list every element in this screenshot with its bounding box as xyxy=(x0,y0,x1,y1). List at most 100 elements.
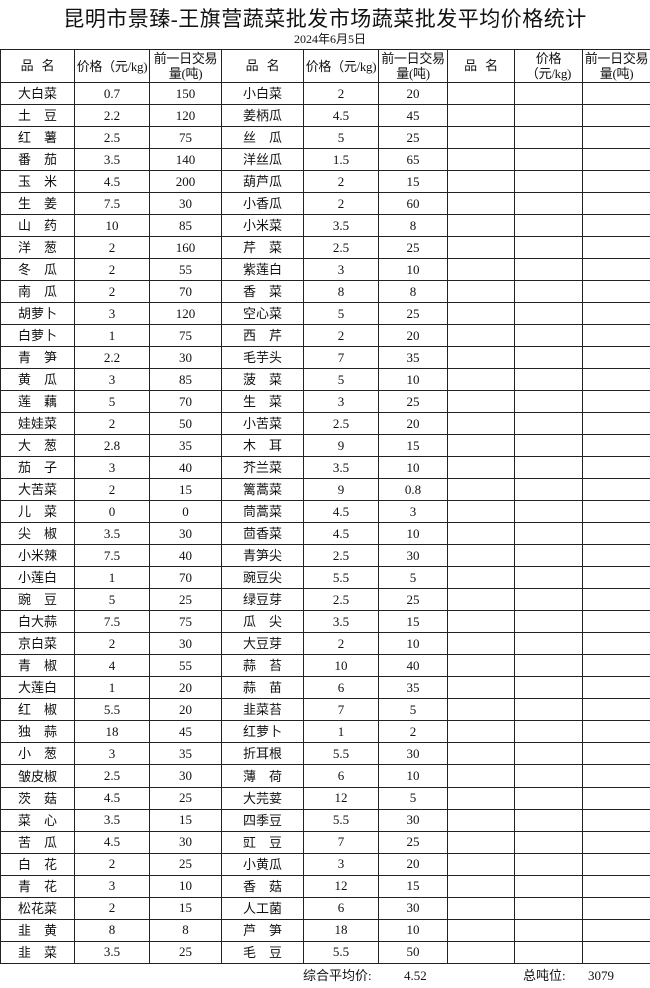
cell-price xyxy=(515,105,583,127)
cell-name: 生姜 xyxy=(1,193,75,215)
cell-volume: 20 xyxy=(379,413,448,435)
cell-volume: 20 xyxy=(150,699,222,721)
vegetable-name: 山药 xyxy=(18,216,57,236)
cell-volume: 30 xyxy=(150,523,222,545)
vegetable-name: 篱蒿菜 xyxy=(243,480,282,500)
cell-volume: 35 xyxy=(150,435,222,457)
cell-name xyxy=(448,809,515,831)
cell-price xyxy=(515,259,583,281)
cell-volume: 30 xyxy=(379,809,448,831)
vegetable-name: 空心菜 xyxy=(243,304,282,324)
cell-name: 玉米 xyxy=(1,171,75,193)
cell-name xyxy=(448,875,515,897)
cell-volume: 15 xyxy=(150,809,222,831)
cell-volume: 65 xyxy=(379,149,448,171)
cell-volume: 20 xyxy=(150,677,222,699)
vegetable-name: 薄荷 xyxy=(243,767,282,787)
cell-price: 0 xyxy=(75,501,150,523)
vegetable-name: 韭菜苔 xyxy=(243,700,282,720)
cell-volume: 30 xyxy=(379,545,448,567)
cell-volume: 75 xyxy=(150,127,222,149)
cell-volume: 2 xyxy=(379,721,448,743)
cell-name: 洋丝瓜 xyxy=(222,149,304,171)
vegetable-name: 尖椒 xyxy=(18,524,57,544)
vegetable-name: 大芫荽 xyxy=(243,789,282,809)
average-price-value: 4.52 xyxy=(404,966,427,986)
cell-name xyxy=(448,611,515,633)
cell-price xyxy=(515,831,583,853)
cell-volume xyxy=(583,699,650,721)
cell-name: 大葱 xyxy=(1,435,75,457)
cell-name: 韭菜 xyxy=(1,941,75,963)
cell-volume: 15 xyxy=(379,611,448,633)
vegetable-name: 毛豆 xyxy=(243,943,282,963)
cell-name: 皱皮椒 xyxy=(1,765,75,787)
vegetable-name: 大苦菜 xyxy=(18,480,57,500)
cell-price xyxy=(515,303,583,325)
cell-volume: 25 xyxy=(150,853,222,875)
cell-price: 5 xyxy=(75,589,150,611)
vegetable-name: 皱皮椒 xyxy=(18,767,57,787)
cell-price: 2.5 xyxy=(304,589,379,611)
cell-volume: 15 xyxy=(379,171,448,193)
cell-name: 小苦菜 xyxy=(222,413,304,435)
vegetable-name: 香菇 xyxy=(243,877,282,897)
cell-name: 紫莲白 xyxy=(222,259,304,281)
cell-name: 番茄 xyxy=(1,149,75,171)
cell-name: 大豆芽 xyxy=(222,633,304,655)
cell-price: 3 xyxy=(75,743,150,765)
cell-price: 2.8 xyxy=(75,435,150,457)
cell-volume: 40 xyxy=(150,545,222,567)
cell-price: 2.5 xyxy=(304,237,379,259)
header-volume: 前一日交易量(吨) xyxy=(379,50,448,83)
cell-price: 2 xyxy=(75,413,150,435)
cell-price xyxy=(515,457,583,479)
cell-name: 尖椒 xyxy=(1,523,75,545)
cell-volume: 50 xyxy=(379,941,448,963)
cell-name xyxy=(448,523,515,545)
cell-volume: 120 xyxy=(150,105,222,127)
cell-volume xyxy=(583,787,650,809)
vegetable-name: 番茄 xyxy=(18,150,57,170)
cell-name: 儿菜 xyxy=(1,501,75,523)
cell-name xyxy=(448,699,515,721)
cell-name: 小葱 xyxy=(1,743,75,765)
cell-name xyxy=(448,655,515,677)
cell-price: 12 xyxy=(304,875,379,897)
cell-name: 薄荷 xyxy=(222,765,304,787)
cell-volume: 140 xyxy=(150,149,222,171)
cell-name: 大白菜 xyxy=(1,83,75,105)
cell-price: 18 xyxy=(75,721,150,743)
cell-price: 2 xyxy=(304,193,379,215)
cell-price xyxy=(515,391,583,413)
cell-volume xyxy=(583,611,650,633)
vegetable-name: 苦瓜 xyxy=(18,833,57,853)
cell-volume: 25 xyxy=(379,831,448,853)
cell-price xyxy=(515,589,583,611)
vegetable-name: 白萝卜 xyxy=(18,326,57,346)
cell-volume xyxy=(583,413,650,435)
cell-volume: 75 xyxy=(150,611,222,633)
cell-name: 白萝卜 xyxy=(1,325,75,347)
vegetable-name: 红萝卜 xyxy=(243,722,282,742)
vegetable-name: 南瓜 xyxy=(18,282,57,302)
cell-volume: 10 xyxy=(379,369,448,391)
summary-row: 综合平均价: 4.52 总吨位: 3079 xyxy=(0,966,650,988)
total-tonnage-label: 总吨位: xyxy=(523,966,566,986)
cell-price xyxy=(515,655,583,677)
cell-volume xyxy=(583,765,650,787)
cell-price: 7 xyxy=(304,831,379,853)
cell-volume: 70 xyxy=(150,281,222,303)
cell-volume xyxy=(583,897,650,919)
cell-volume xyxy=(583,919,650,941)
cell-volume: 8 xyxy=(379,215,448,237)
